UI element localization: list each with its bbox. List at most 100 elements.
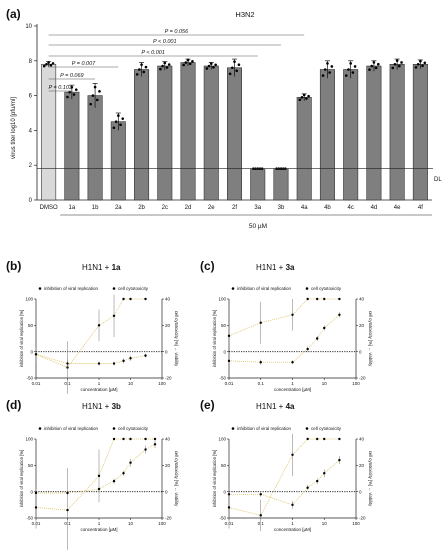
chart-e-legend-inhibition: inhibition of viral replication: [237, 426, 292, 431]
chart-a-replicate-point: [421, 64, 424, 68]
chart-c-xtick-label: 0.01: [225, 381, 234, 386]
chart-c-legend-inhibition: inhibition of viral replication: [237, 286, 292, 291]
chart-a-replicate-point: [372, 61, 376, 64]
chart-c-ytick-left-label: 100: [218, 297, 226, 302]
chart-b-point-inhibition: [122, 297, 125, 301]
chart-a-replicate-point: [214, 63, 217, 67]
chart-e-ytick-right-label: 40: [359, 437, 365, 442]
chart-a-replicate-point: [72, 93, 76, 96]
chart-b-legend-inhibition: inhibition of viral replication: [44, 286, 99, 291]
chart-a-xtick-label: 4a: [301, 205, 308, 211]
chart-c-ytick-right-label: 0: [359, 349, 362, 354]
chart-a-title: H3N2: [235, 10, 254, 19]
chart-c-point-inhibition: [259, 321, 262, 324]
chart-a-replicate-point: [207, 64, 211, 68]
chart-a-significance-label: P = 0.103: [48, 85, 72, 91]
chart-a-bar: [250, 168, 266, 201]
chart-a-replicate-point: [328, 71, 331, 74]
chart-a-ytick-label: 6: [29, 94, 33, 100]
chart-a-bar: [64, 91, 80, 201]
chart-a-bar: [343, 69, 359, 201]
chart-e-ytick-right-label: -20: [359, 516, 366, 521]
chart-b-point-cytotoxicity: [112, 362, 116, 365]
chart-a-replicate-point: [144, 65, 148, 69]
chart-d-point-cytotoxicity: [122, 472, 125, 475]
panel-label-b: (b): [6, 259, 21, 273]
chart-c-legend-marker-cytotoxicity: [305, 287, 309, 290]
chart-a-ytick-label: 2: [29, 163, 33, 169]
chart-a-replicate-point: [68, 90, 71, 94]
chart-a-significance-label: P = 0.007: [72, 61, 96, 67]
chart-b-ytick-right-label: 0: [165, 349, 168, 354]
chart-c-ytick-right-label: 40: [359, 297, 365, 302]
chart-d-point-inhibition: [97, 474, 101, 478]
chart-d-legend-marker-cytotoxicity: [112, 427, 116, 430]
chart-d-plot: inhibition of viral replication cell cyto…: [19, 426, 179, 550]
chart-d-point-cytotoxicity: [153, 443, 157, 446]
chart-e-xtick-label: 1: [291, 521, 294, 526]
chart-a-replicate-point: [205, 67, 209, 70]
chart-a-replicate-point: [235, 69, 238, 73]
chart-a-replicate-point: [163, 61, 167, 65]
chart-e-ytick-left-label: 50: [221, 463, 227, 468]
chart-e-ytick-left-label: 100: [218, 437, 226, 442]
chart-a-replicate-point: [330, 65, 334, 68]
chart-a-bar: [296, 97, 312, 201]
chart-e-point-inhibition: [259, 514, 262, 517]
chart-c-ytick-left-label: 0: [223, 349, 226, 354]
chart-d-ytick-right-label: -20: [165, 516, 172, 521]
chart-e-ytick-right-label: 0: [359, 489, 362, 494]
chart-e-title-compound: 4a: [286, 402, 295, 411]
chart-c-legend-marker-inhibition: [231, 287, 235, 290]
chart-a-xtick-label: 4e: [394, 205, 401, 211]
chart-a-replicate-point: [347, 68, 350, 71]
chart-a-replicate-point: [167, 63, 171, 66]
panel-label-a: (a): [6, 7, 21, 21]
chart-a-replicate-point: [298, 98, 302, 102]
chart-e-point-cytotoxicity: [323, 472, 326, 475]
chart-c-xtick-label: 100: [352, 381, 360, 386]
chart-c-ylabel-left: inhibition of viral replication [%]: [212, 310, 217, 368]
chart-c-point-cytotoxicity: [306, 347, 309, 351]
chart-a-replicate-point: [70, 85, 74, 89]
chart-a-replicate-point: [188, 62, 192, 66]
chart-e-ylabel-right: cell cytotoxicity [%] ← viability: [368, 451, 373, 507]
chart-d-point-cytotoxicity: [66, 491, 69, 495]
chart-d-ytick-right-label: 20: [165, 463, 171, 468]
chart-a-significance-label: P < 0.001: [153, 39, 177, 45]
chart-b-title: H1N1 + 1a: [82, 263, 121, 272]
chart-d-point-inhibition: [112, 437, 116, 441]
chart-c-ytick-left-label: -50: [219, 376, 226, 381]
chart-c-ytick-right-label: -20: [359, 376, 366, 381]
chart-b-point-cytotoxicity: [129, 357, 132, 360]
panel-label-e: (e): [200, 398, 215, 412]
chart-a-replicate-point: [182, 63, 185, 67]
chart-e-point-cytotoxicity: [306, 486, 309, 489]
chart-c-point-inhibition: [291, 313, 294, 316]
chart-d-point-cytotoxicity: [112, 479, 116, 483]
chart-a-replicate-point: [300, 96, 304, 99]
chart-a-replicate-point: [414, 66, 418, 69]
chart-a-bar: [226, 67, 243, 201]
chart-d-ytick-left-label: 100: [25, 437, 33, 442]
chart-b-point-cytotoxicity: [34, 353, 38, 356]
chart-d-title-compound: 3b: [112, 402, 121, 411]
chart-c-ytick-left-label: 50: [221, 323, 227, 328]
chart-a-replicate-point: [165, 66, 169, 69]
chart-e-legend-marker-cytotoxicity: [305, 427, 309, 430]
chart-b-plot: inhibition of viral replication cell cyto…: [19, 286, 179, 394]
chart-a-replicate-point: [353, 65, 357, 68]
chart-e-point-inhibition: [338, 437, 341, 441]
chart-d-xtick-label: 100: [158, 521, 166, 526]
chart-a-replicate-point: [321, 74, 325, 77]
chart-a-replicate-point: [377, 62, 380, 66]
chart-d-fit-cytotoxicity: [36, 443, 156, 494]
chart-d-legend-cytotoxicity: cell cytotoxicity: [118, 426, 149, 431]
chart-b-ytick-left-label: -50: [26, 376, 33, 381]
chart-c-ytick-right-label: 20: [359, 323, 365, 328]
chart-a-xtick-label: 3b: [278, 205, 285, 211]
chart-a-replicate-point: [51, 62, 55, 65]
chart-a-ylabel: virus titer log10 [pfu/ml]: [11, 97, 17, 159]
chart-a-replicate-point: [49, 63, 53, 67]
